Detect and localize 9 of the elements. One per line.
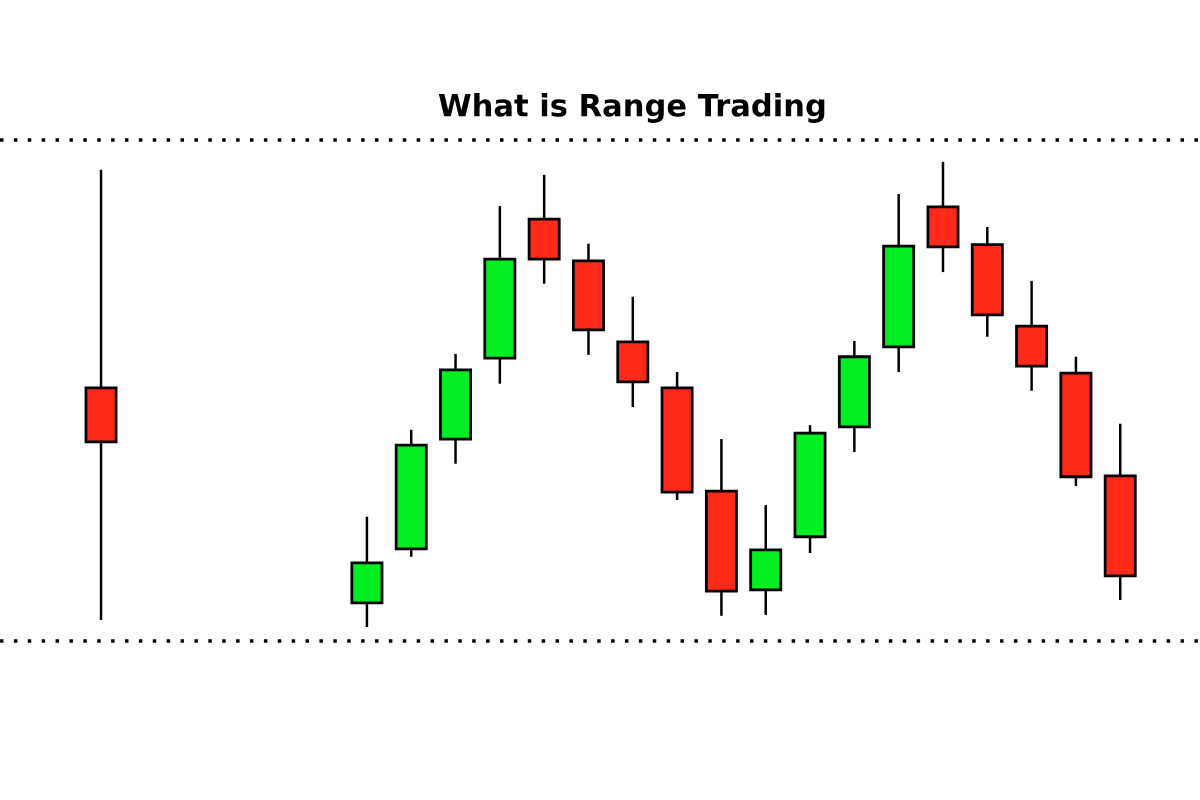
candlestick [439,353,472,464]
candlestick [882,193,916,373]
candlestick [704,439,738,616]
candlestick [572,243,605,355]
candlestick [1015,280,1049,391]
candlestick [970,226,1004,337]
candlestick [749,505,783,615]
candlestick [837,340,871,453]
chart-title: What is Range Trading [438,93,825,123]
